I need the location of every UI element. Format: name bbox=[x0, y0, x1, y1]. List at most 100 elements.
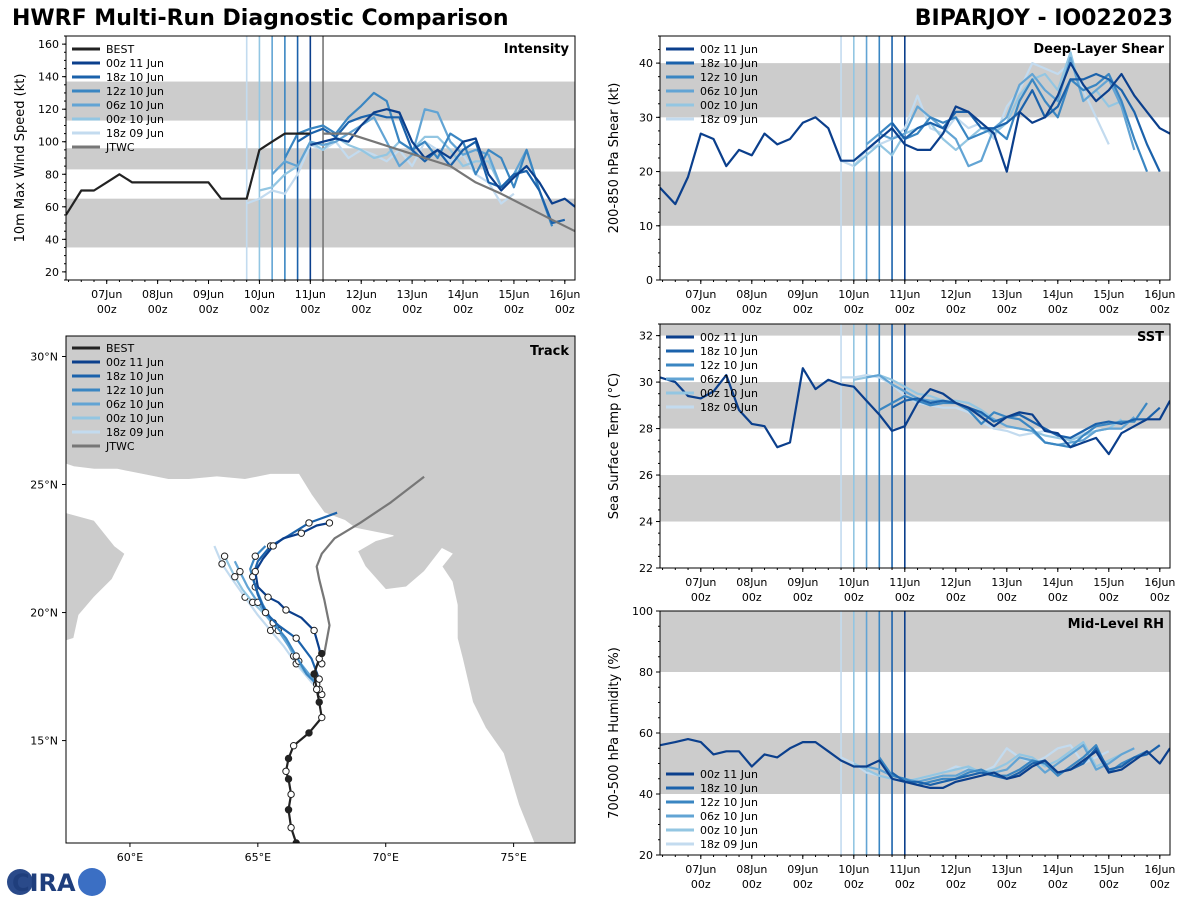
y-tick-label: 140 bbox=[38, 71, 59, 84]
series-line-00z-11-jun bbox=[660, 737, 1170, 790]
plot-area bbox=[66, 36, 575, 280]
legend-label: 18z 10 Jun bbox=[700, 345, 758, 358]
x-tick-label: 00z bbox=[300, 303, 320, 316]
x-tick-label: 11Jun bbox=[889, 288, 920, 301]
series-line-00z-10-jun bbox=[853, 374, 1123, 442]
shaded-band bbox=[66, 198, 575, 248]
track-point bbox=[284, 775, 293, 783]
shaded-band bbox=[660, 611, 1170, 672]
legend-label: 00z 11 Jun bbox=[700, 768, 758, 781]
x-tick-label: 00z bbox=[1048, 591, 1068, 604]
x-tick-label: 15Jun bbox=[1093, 863, 1124, 876]
plot-area bbox=[660, 611, 1170, 855]
x-tick-label: 00z bbox=[895, 878, 915, 891]
legend-label: 06z 10 Jun bbox=[700, 810, 758, 823]
lat-tick-label: 25°N bbox=[30, 479, 58, 492]
legend-label: 00z 11 Jun bbox=[106, 356, 164, 369]
x-tick-label: 11Jun bbox=[295, 288, 326, 301]
map-frame bbox=[65, 335, 576, 844]
panel-title: Deep-Layer Shear bbox=[1033, 42, 1164, 57]
legend-label: JTWC bbox=[105, 141, 135, 154]
x-tick-label: 00z bbox=[742, 303, 762, 316]
x-tick-label: 00z bbox=[250, 303, 270, 316]
x-tick-label: 10Jun bbox=[244, 288, 275, 301]
x-tick-label: 00z bbox=[793, 303, 813, 316]
x-tick-label: 07Jun bbox=[91, 288, 122, 301]
lat-tick-label: 20°N bbox=[30, 607, 58, 620]
legend-label: 12z 10 Jun bbox=[106, 384, 164, 397]
x-tick-label: 14Jun bbox=[1042, 576, 1073, 589]
track-point bbox=[264, 593, 272, 601]
x-tick-label: 00z bbox=[1048, 878, 1068, 891]
x-tick-label: 00z bbox=[793, 878, 813, 891]
y-tick-label: 100 bbox=[632, 605, 653, 618]
track-point bbox=[282, 767, 290, 776]
x-tick-label: 00z bbox=[1150, 591, 1170, 604]
legend-label: 06z 10 Jun bbox=[106, 398, 164, 411]
legend-label: 18z 09 Jun bbox=[700, 113, 758, 126]
track-point bbox=[292, 652, 300, 660]
panel-sst: 22 24 26 28 30 32 07Jun 00z 08Jun 00z 09Jun 00z 10Ju… bbox=[607, 323, 1175, 604]
legend-label: 18z 10 Jun bbox=[106, 370, 164, 383]
track-point bbox=[251, 552, 259, 560]
y-tick-label: 20 bbox=[45, 266, 59, 279]
x-tick-label: 11Jun bbox=[889, 863, 920, 876]
x-tick-label: 07Jun bbox=[685, 288, 716, 301]
track-point bbox=[292, 634, 300, 642]
legend-label: 00z 11 Jun bbox=[106, 57, 164, 70]
x-tick-label: 00z bbox=[97, 303, 117, 316]
legend-label: BEST bbox=[106, 43, 134, 56]
y-tick-label: 120 bbox=[38, 103, 59, 116]
y-tick-label: 60 bbox=[639, 727, 653, 740]
y-tick-label: 60 bbox=[45, 201, 59, 214]
track-point bbox=[315, 675, 323, 683]
x-tick-label: 11Jun bbox=[889, 576, 920, 589]
y-axis-label: 700-500 hPa Humidity (%) bbox=[607, 647, 622, 819]
track-point bbox=[318, 713, 326, 722]
track-point bbox=[220, 552, 229, 560]
legend-label: 00z 10 Jun bbox=[700, 824, 758, 837]
shaded-band bbox=[66, 148, 575, 170]
x-tick-label: 16Jun bbox=[1144, 288, 1175, 301]
x-tick-label: 00z bbox=[793, 591, 813, 604]
x-tick-label: 00z bbox=[199, 303, 219, 316]
logo-text: CIRA bbox=[12, 869, 76, 897]
series-line-jtwc bbox=[323, 132, 575, 233]
x-tick-label: 07Jun bbox=[685, 576, 716, 589]
y-tick-label: 24 bbox=[639, 516, 653, 529]
x-tick-label: 12Jun bbox=[346, 288, 377, 301]
legend-label: 12z 10 Jun bbox=[106, 85, 164, 98]
shaded-band bbox=[660, 475, 1170, 522]
track-point bbox=[231, 572, 239, 581]
legend-label: 00z 10 Jun bbox=[106, 113, 164, 126]
lon-tick-label: 75°E bbox=[500, 851, 526, 864]
legend-label: 00z 10 Jun bbox=[700, 99, 758, 112]
legend-label: 18z 09 Jun bbox=[106, 426, 164, 439]
track-line-12z-10-jun bbox=[249, 545, 318, 685]
legend-label: 18z 10 Jun bbox=[700, 782, 758, 795]
x-tick-label: 00z bbox=[742, 591, 762, 604]
track-point bbox=[287, 823, 295, 832]
panel-rh: 20 40 60 80 100 07Jun 00z 08Jun 00z 09Jun 00z 10Jun… bbox=[607, 605, 1175, 891]
track-point bbox=[287, 790, 295, 799]
series-line-18z-10-jun bbox=[891, 72, 1161, 173]
series-line-00z-11-jun bbox=[660, 367, 1170, 456]
y-tick-label: 22 bbox=[639, 562, 653, 575]
axes-frame bbox=[659, 323, 1171, 569]
legend-label: 00z 10 Jun bbox=[106, 412, 164, 425]
legend-label: 18z 09 Jun bbox=[700, 838, 758, 851]
cira-logo: CIRA bbox=[7, 868, 106, 897]
legend-label: 06z 10 Jun bbox=[700, 85, 758, 98]
x-tick-label: 16Jun bbox=[1144, 576, 1175, 589]
y-tick-label: 100 bbox=[38, 136, 59, 149]
x-tick-label: 15Jun bbox=[1093, 576, 1124, 589]
x-tick-label: 09Jun bbox=[787, 288, 818, 301]
x-tick-label: 13Jun bbox=[991, 576, 1022, 589]
x-tick-label: 10Jun bbox=[838, 576, 869, 589]
plot-area bbox=[660, 36, 1170, 280]
panel-title: Mid-Level RH bbox=[1068, 617, 1164, 632]
